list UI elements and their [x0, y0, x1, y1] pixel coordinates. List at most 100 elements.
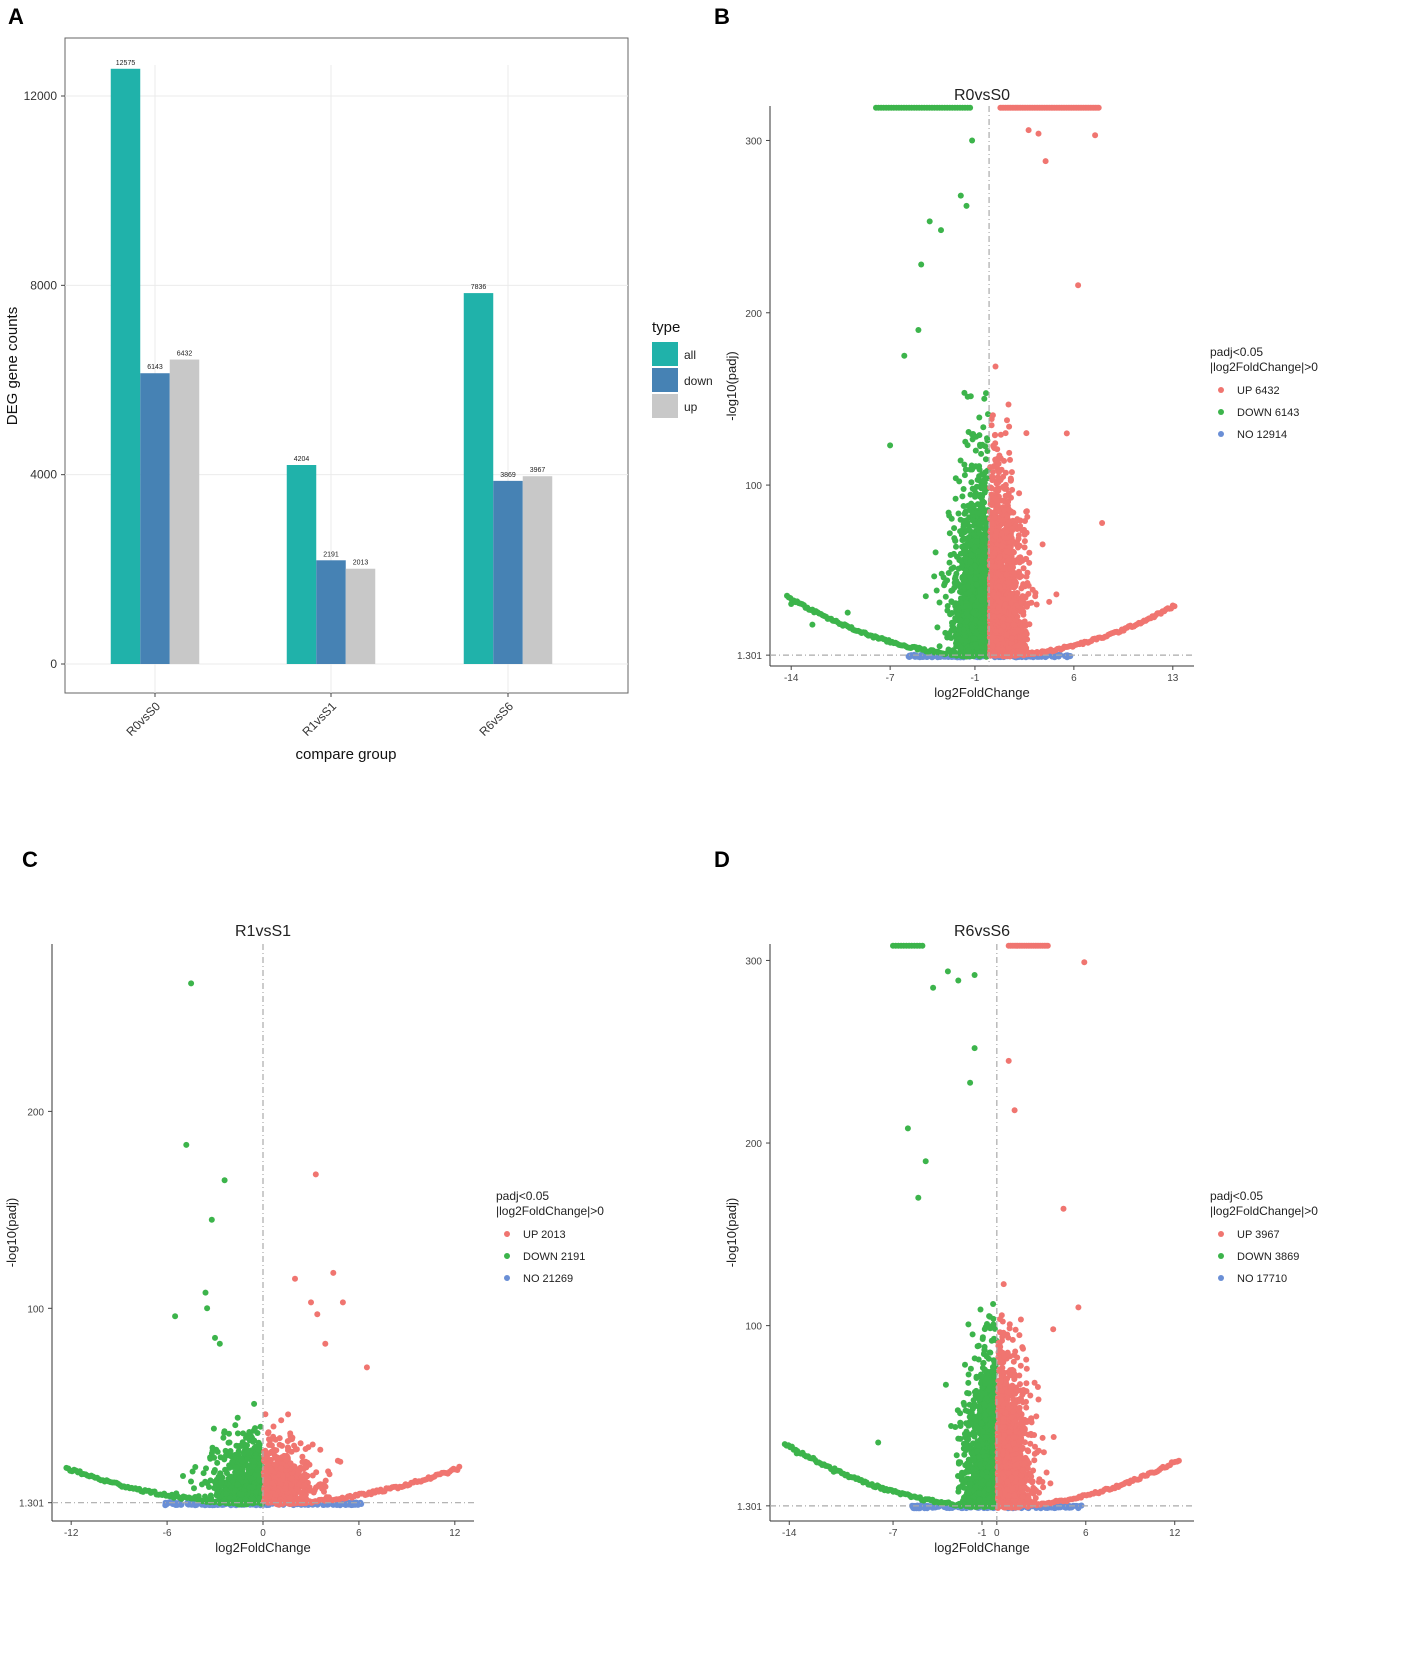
- point-down: [926, 218, 933, 225]
- legend-label-no: NO 12914: [1237, 429, 1287, 441]
- point-down: [980, 649, 987, 656]
- point-down: [234, 1450, 241, 1457]
- point-down: [969, 509, 975, 515]
- point-down: [972, 641, 979, 648]
- x-axis-title: compare group: [296, 746, 397, 763]
- point-up: [998, 635, 1005, 642]
- y-tick-label: 200: [27, 1107, 44, 1118]
- point-up: [1006, 616, 1013, 623]
- point-down: [957, 192, 964, 199]
- point-down: [967, 491, 974, 498]
- point-down: [960, 486, 967, 492]
- point-down: [978, 450, 985, 457]
- point-down: [978, 495, 985, 501]
- point-up: [1007, 477, 1014, 484]
- point-up: [1014, 642, 1021, 649]
- point-no: [1061, 653, 1068, 659]
- point-down: [957, 617, 964, 624]
- point-up: [1016, 490, 1023, 497]
- point-down: [948, 635, 955, 641]
- point-down: [209, 1444, 216, 1451]
- y-tick-label: 100: [745, 481, 762, 492]
- y-tick-label: 100: [27, 1304, 44, 1315]
- chart-title: R1vsS1: [235, 923, 291, 940]
- point-up: [1042, 158, 1049, 165]
- point-up: [1005, 401, 1012, 408]
- x-tick-label: R1vsS1: [300, 699, 340, 739]
- point-down: [965, 429, 972, 435]
- point-down: [963, 202, 970, 209]
- bar-down-r6vss6: [493, 480, 523, 664]
- point-up: [995, 469, 1002, 476]
- point-down: [189, 1468, 196, 1475]
- point-down: [975, 548, 982, 555]
- point-up: [991, 514, 998, 521]
- point-down: [977, 441, 983, 448]
- y-axis-title: DEG gene counts: [4, 307, 21, 425]
- point-up: [1003, 631, 1010, 638]
- point-down: [233, 1469, 240, 1476]
- point-up: [1002, 492, 1009, 499]
- point-down: [974, 476, 981, 483]
- legend-key-down: [1218, 409, 1224, 415]
- point-down: [950, 550, 957, 557]
- point-down: [977, 505, 984, 512]
- point-down: [965, 534, 972, 541]
- point-up: [1033, 601, 1040, 608]
- point-up: [1171, 603, 1178, 610]
- x-axis-title: log2FoldChange: [215, 1540, 310, 1555]
- x-tick-label: 6: [1071, 673, 1077, 684]
- bar-value-label: 4204: [294, 456, 310, 463]
- y-tick-label: 8000: [30, 278, 57, 292]
- point-down: [962, 509, 969, 516]
- point-down: [956, 478, 963, 485]
- point-down: [946, 530, 953, 537]
- point-down: [180, 1473, 186, 1479]
- point-down: [950, 619, 957, 626]
- point-up: [1003, 571, 1010, 578]
- point-up: [322, 1477, 329, 1484]
- point-down: [944, 603, 951, 609]
- bar-value-label: 6143: [147, 364, 163, 371]
- point-up: [1009, 486, 1016, 493]
- point-up: [1021, 538, 1028, 545]
- bar-all-r1vss1: [286, 465, 317, 664]
- point-down: [972, 575, 978, 582]
- bar-value-label: 6432: [177, 351, 193, 358]
- point-down: [202, 1478, 209, 1485]
- x-tick-label: -12: [64, 1528, 79, 1539]
- point-down: [957, 457, 964, 464]
- bar-down-r0vss0: [140, 373, 170, 664]
- point-down: [983, 390, 989, 397]
- point-up: [994, 474, 1001, 481]
- point-down: [982, 456, 989, 463]
- point-down: [972, 493, 978, 500]
- point-down: [973, 433, 980, 440]
- y-tick-label: 300: [745, 136, 762, 147]
- point-up: [1023, 602, 1030, 609]
- y-tick-label: 1.301: [737, 651, 762, 662]
- legend-label-down: DOWN 6143: [1237, 407, 1299, 419]
- panel-label-a: A: [8, 4, 24, 29]
- point-up: [1025, 127, 1032, 134]
- point-down: [901, 352, 908, 359]
- point-down: [973, 538, 980, 545]
- point-down: [977, 625, 984, 632]
- legend-label-down: down: [684, 374, 713, 388]
- point-no: [188, 1500, 195, 1507]
- point-down: [938, 570, 945, 577]
- point-down: [957, 644, 964, 651]
- bar-value-label: 3967: [530, 467, 546, 474]
- x-tick-label: -6: [163, 1528, 172, 1539]
- point-up: [1005, 579, 1012, 586]
- point-down: [188, 1478, 194, 1485]
- point-up: [989, 634, 996, 641]
- point-up: [991, 563, 998, 570]
- legend-key-no: [1218, 431, 1224, 437]
- point-down: [963, 610, 970, 617]
- point-down: [957, 550, 964, 557]
- point-down: [976, 414, 983, 421]
- point-down: [963, 618, 970, 625]
